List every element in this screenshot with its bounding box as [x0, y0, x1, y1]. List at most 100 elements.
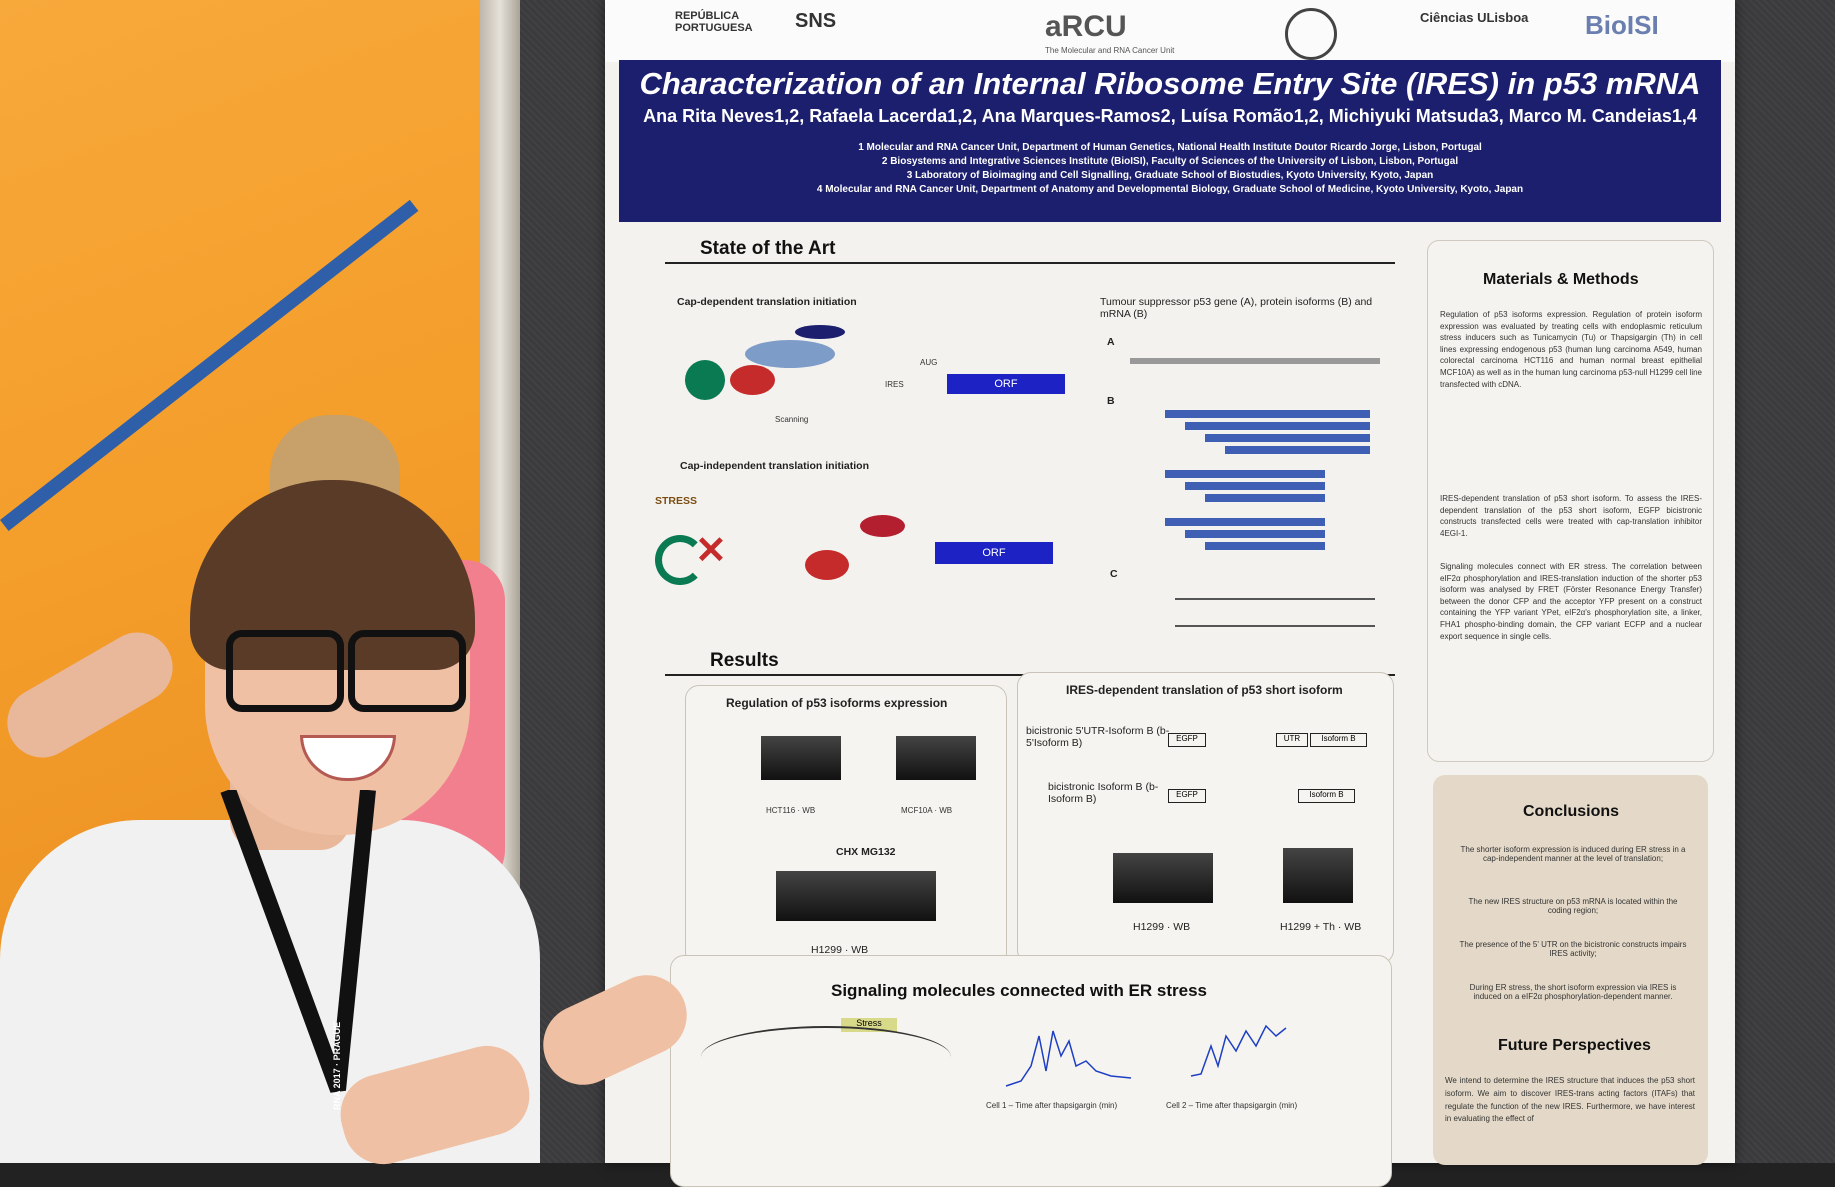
construct-1-label: bicistronic 5'UTR-Isoform B (b-5'Isoform… [1026, 725, 1170, 749]
signaling-title: Signaling molecules connected with ER st… [831, 981, 1207, 1000]
orf-box-2: ORF [935, 542, 1053, 564]
isoform-bar [1225, 446, 1370, 454]
ires-label: IRES [885, 380, 904, 389]
cap-icon [655, 535, 705, 585]
isoform-bar [1185, 530, 1325, 538]
egfp-box: EGFP [1168, 733, 1206, 747]
western-blot-large [776, 871, 936, 921]
isoform-bar [1205, 542, 1325, 550]
conclusions-heading: Conclusions [1523, 803, 1620, 820]
isoform-bar [1205, 434, 1370, 442]
affiliation-4: 4 Molecular and RNA Cancer Unit, Departm… [816, 184, 1524, 195]
orf-box: ORF [947, 374, 1065, 394]
university-seal-icon [1285, 8, 1337, 60]
isoform-bar [1185, 482, 1325, 490]
panel-c-label: C [1110, 568, 1118, 580]
ciencias-logo: Ciências ULisboa [1420, 10, 1529, 25]
conclusion-item: During ER stress, the short isoform expr… [1469, 983, 1677, 1001]
results-panel-1: Regulation of p53 isoforms expression HC… [685, 685, 1007, 967]
methods-paragraph-1: Regulation of p53 isoforms expression. R… [1440, 310, 1702, 389]
isoform-bars [1165, 410, 1375, 560]
fret-plot-cell-2 [1190, 1024, 1287, 1077]
cell-membrane [701, 1026, 951, 1088]
utr-box: UTR [1276, 733, 1308, 747]
eif-complex-icon [745, 340, 835, 368]
sns-logo: SNS [795, 10, 837, 32]
fret-plot-cell-1 [1005, 1030, 1132, 1087]
logo-strip: REPÚBLICA PORTUGUESA SNS aRCU The Molecu… [605, 0, 1735, 62]
section-rule [665, 262, 1395, 264]
cap-independent-diagram: STRESS ✕ ORF [645, 480, 1065, 620]
isoform-bar [1165, 470, 1325, 478]
h1299-wb-label: H1299 · WB [1133, 921, 1191, 933]
lanyard [220, 790, 376, 1093]
isoform-bar [1185, 422, 1370, 430]
poster-authors: Ana Rita Neves1,2, Rafaela Lacerda1,2, A… [643, 106, 1697, 126]
isoform-bar [1205, 494, 1325, 502]
methods-paragraph-2: IRES-dependent translation of p53 short … [1440, 494, 1702, 538]
western-blot [1113, 853, 1213, 903]
panel-b-label: B [1107, 395, 1115, 407]
conclusions-panel: Conclusions The shorter isoform expressi… [1433, 775, 1708, 1165]
western-blot [896, 736, 976, 780]
scanning-label: Scanning [775, 415, 809, 424]
cell-1-axis-label: Cell 1 – Time after thapsigargin (min) [986, 1101, 1118, 1110]
isoform-b-box-2: Isoform B [1298, 789, 1355, 803]
western-blot [761, 736, 841, 780]
title-banner: Characterization of an Internal Ribosome… [619, 60, 1721, 222]
pabp-icon [795, 325, 845, 339]
republica-logo: REPÚBLICA PORTUGUESA [675, 10, 753, 34]
lanyard-text: RNA 2017 · PRAGUE [332, 1021, 342, 1110]
cap-dependent-diagram: Scanning IRES AUG ORF [685, 320, 1065, 430]
arcu-subtitle: The Molecular and RNA Cancer Unit [1045, 46, 1175, 55]
isoform-bar [1165, 410, 1370, 418]
results-heading: Results [710, 650, 779, 671]
cell-2-axis-label: Cell 2 – Time after thapsigargin (min) [1166, 1101, 1298, 1110]
ribosome-subunit-icon [685, 360, 725, 400]
conclusion-item: The presence of the 5' UTR on the bicist… [1459, 940, 1687, 958]
methods-heading: Materials & Methods [1483, 271, 1639, 288]
conclusion-item: The shorter isoform expression is induce… [1460, 845, 1686, 863]
tumour-suppressor-label: Tumour suppressor p53 gene (A), protein … [1100, 296, 1373, 320]
affiliation-3: 3 Laboratory of Bioimaging and Cell Sign… [906, 170, 1434, 181]
methods-paragraph-3: Signaling molecules connect with ER stre… [1440, 562, 1702, 641]
glasses-right-lens [348, 630, 466, 712]
hct-label: HCT116 · WB [766, 806, 816, 815]
biosi-logo: BioISI [1585, 10, 1659, 40]
h1299-label: H1299 · WB [811, 944, 869, 956]
40s-subunit-icon [730, 365, 775, 395]
mcf-label: MCF10A · WB [901, 806, 953, 815]
future-heading: Future Perspectives [1498, 1037, 1651, 1054]
stress-label: STRESS [655, 495, 698, 507]
egfp-box-2: EGFP [1168, 789, 1206, 803]
results-panel-2: IRES-dependent translation of p53 short … [1017, 672, 1394, 964]
affiliation-1: 1 Molecular and RNA Cancer Unit, Departm… [858, 142, 1482, 153]
affiliation-2: 2 Biosystems and Integrative Sciences In… [881, 156, 1459, 167]
poster-title: Characterization of an Internal Ribosome… [639, 66, 1701, 101]
methods-panel: Materials & Methods Regulation of p53 is… [1427, 240, 1714, 762]
panel-a-label: A [1107, 336, 1115, 348]
signaling-panel: Signaling molecules connected with ER st… [670, 955, 1392, 1187]
lane-labels: CHX MG132 [836, 846, 896, 858]
western-blot [1283, 848, 1353, 903]
poster: REPÚBLICA PORTUGUESA SNS aRCU The Molecu… [605, 0, 1735, 1187]
aug-label: AUG [920, 358, 938, 367]
40s-subunit-icon [805, 550, 849, 580]
panel1-title: Regulation of p53 isoforms expression [726, 696, 948, 710]
mrna-line [1175, 625, 1375, 627]
mrna-line [1175, 598, 1375, 600]
itaf-icon [860, 515, 905, 537]
cap-dependent-label: Cap-dependent translation initiation [677, 296, 857, 308]
gene-line [1130, 358, 1380, 364]
glasses-left-lens [226, 630, 344, 712]
isoform-bar [1165, 518, 1325, 526]
state-of-art-heading: State of the Art [700, 238, 836, 259]
h1299-th-label: H1299 + Th · WB [1280, 921, 1362, 933]
arcu-logo: aRCU [1045, 10, 1127, 43]
construct-2-label: bicistronic Isoform B (b-Isoform B) [1048, 781, 1159, 805]
isoform-b-box: Isoform B [1310, 733, 1367, 747]
blocked-x-icon: ✕ [695, 530, 727, 572]
cap-independent-label: Cap-independent translation initiation [680, 460, 869, 472]
future-text: We intend to determine the IRES structur… [1445, 1076, 1695, 1124]
conclusion-item: The new IRES structure on p53 mRNA is lo… [1468, 897, 1678, 915]
